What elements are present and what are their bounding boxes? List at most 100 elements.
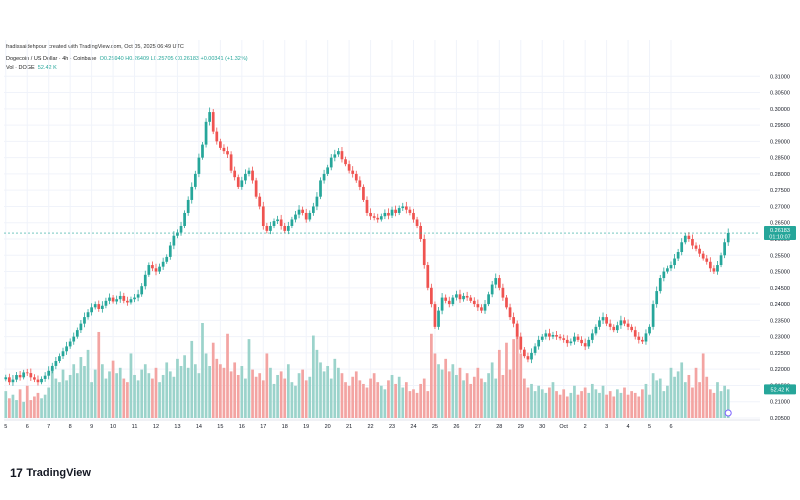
candle-body: [515, 323, 519, 337]
candles: [4, 107, 730, 386]
candle-body: [36, 379, 40, 383]
candle-body: [283, 225, 287, 231]
volume-bar: [601, 385, 605, 418]
price-axis[interactable]: 0.31000 0.30500 0.30000 0.29500 0.29000 0.285…: [770, 74, 790, 422]
volume-bar: [136, 380, 140, 418]
candle-body: [387, 212, 390, 216]
candle-body: [279, 219, 283, 226]
time-tick-label: 6: [669, 424, 672, 430]
candle-body: [319, 180, 322, 197]
candle-body: [683, 235, 687, 243]
candle-body: [687, 235, 691, 239]
volume-bar: [222, 367, 226, 418]
volume-bar: [358, 380, 362, 418]
volume-bar: [251, 369, 254, 418]
candle-body: [351, 170, 355, 174]
volume-bar: [261, 380, 265, 418]
volume-bar: [197, 373, 201, 418]
candle-body: [694, 245, 698, 249]
candle-body: [487, 294, 490, 305]
volume-bar: [362, 383, 365, 418]
volume-bar: [605, 394, 608, 418]
volume-bar: [379, 385, 383, 418]
volume-bar: [161, 374, 165, 418]
candle-body: [505, 297, 508, 308]
candle-body: [322, 173, 326, 181]
candle-body: [222, 147, 226, 152]
candle-body: [598, 320, 601, 327]
candle-body: [304, 212, 308, 220]
candle-body: [168, 245, 172, 257]
volume-bar: [286, 364, 290, 418]
volume-bar: [462, 380, 465, 418]
candle-body: [65, 346, 68, 352]
candle-body: [669, 265, 673, 269]
candle-body: [276, 219, 279, 222]
volume-bar: [72, 364, 76, 418]
volume-bar: [487, 373, 490, 418]
volume-bar: [108, 371, 111, 418]
volume-bar: [233, 362, 237, 418]
price-tick-label: 0.27000: [770, 204, 790, 210]
volume-bar: [701, 353, 705, 418]
volume-bar: [472, 376, 476, 418]
time-tick-label: 21: [346, 424, 352, 430]
tradingview-watermark[interactable]: 17 TradingView: [10, 466, 91, 480]
volume-bar: [61, 369, 65, 418]
candle-body: [347, 164, 351, 171]
candle-body: [176, 232, 179, 236]
volume-bar: [143, 364, 147, 418]
volume-bar: [712, 392, 716, 418]
ohlc-values: O0.25940 H0.26409 L0.25705 C0.26183 +0.0…: [99, 56, 248, 62]
volume-bar: [172, 376, 176, 418]
volume-bar: [186, 367, 190, 418]
candle-body: [251, 170, 254, 181]
volume-bar: [444, 358, 448, 418]
candle-body: [551, 335, 555, 337]
volume-label[interactable]: Vol · DOGE: [6, 65, 35, 71]
candle-body: [308, 212, 312, 220]
candle-body: [311, 206, 315, 213]
candle-body: [219, 141, 222, 148]
candle-body: [286, 225, 290, 231]
volume-bar: [97, 331, 101, 418]
volume-bar: [337, 367, 340, 418]
candle-body: [201, 144, 204, 158]
candle-body: [204, 121, 208, 145]
volume-bar: [480, 378, 483, 418]
volume-bar: [279, 371, 283, 418]
volume-bar: [680, 362, 684, 418]
candle-body: [104, 300, 108, 306]
candle-body: [408, 209, 412, 213]
candle-body: [469, 297, 473, 301]
time-axis[interactable]: 5 6 7 8 9 10 11 12 13 14 15 16 17 18 19 20 21 22 23 24 25 26 2…: [4, 424, 672, 430]
candle-body: [8, 377, 11, 383]
price-tick-label: 0.21000: [770, 400, 790, 406]
volume-bar: [530, 383, 533, 418]
candle-body: [140, 286, 144, 295]
volume-bar: [422, 378, 426, 418]
volume-bar: [326, 366, 330, 418]
time-tick-label: 4: [627, 424, 630, 430]
candle-body: [193, 173, 197, 187]
symbol-name[interactable]: Dogecoin / US Dollar · 4h · Coinbase: [6, 56, 97, 62]
volume-bar: [548, 387, 551, 418]
candle-body: [79, 323, 83, 331]
candle-body: [111, 297, 115, 302]
price-tick-label: 0.24000: [770, 302, 790, 308]
volume-bar: [655, 380, 659, 418]
volume-bar: [573, 385, 576, 418]
candle-body: [633, 330, 637, 337]
candle-body: [723, 242, 726, 256]
volume-bar: [351, 376, 355, 418]
candle-body: [719, 255, 723, 266]
volume-bar: [404, 382, 408, 418]
candle-body: [86, 312, 90, 318]
candle-body: [651, 304, 655, 327]
price-tick-label: 0.26500: [770, 221, 790, 227]
candle-body: [615, 325, 619, 331]
volume-bar: [290, 382, 294, 418]
volume-bar: [440, 369, 444, 418]
candle-body: [211, 112, 215, 132]
